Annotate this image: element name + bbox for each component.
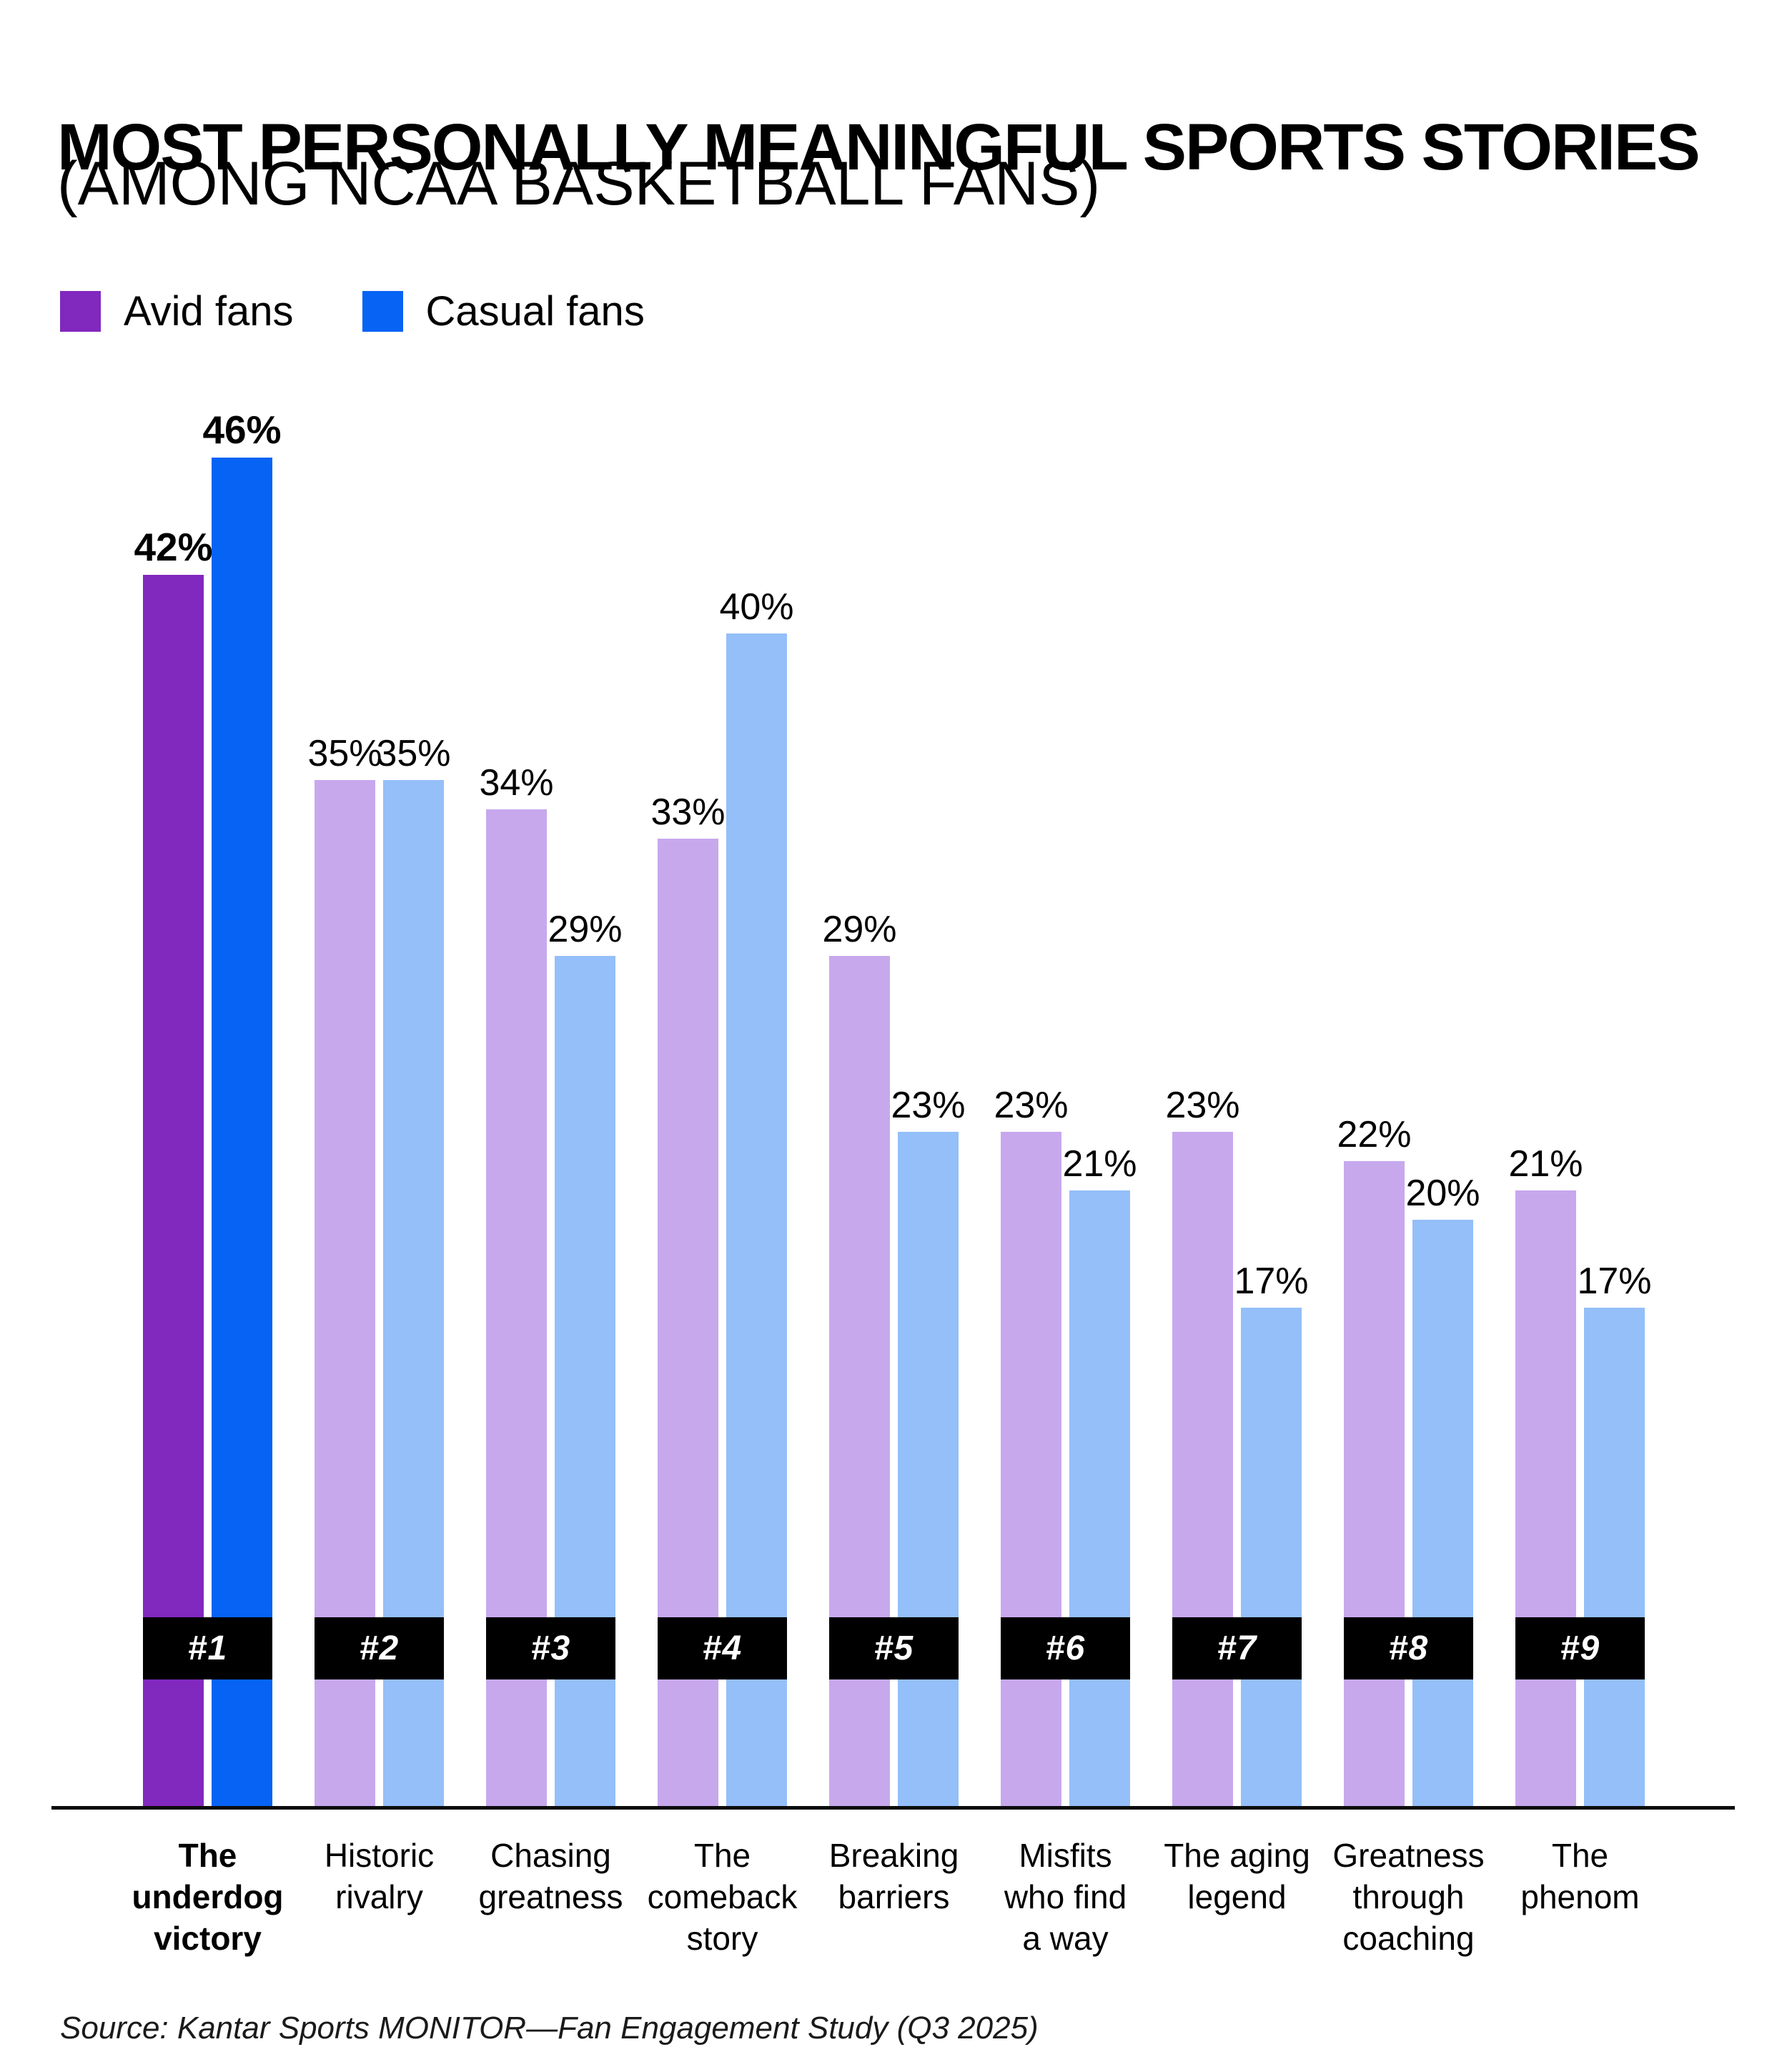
bar-pair-group: 33% 40% #4 bbox=[650, 588, 794, 1806]
casual-bar-column: 23% bbox=[891, 1087, 966, 1806]
bar-value-label: 23% bbox=[1165, 1085, 1240, 1126]
avid-fans-swatch bbox=[60, 291, 101, 332]
bar-casual-fans bbox=[1241, 1308, 1302, 1806]
casual-bar-column: 21% bbox=[1062, 1145, 1137, 1806]
bar-pair-group: 29% 23% #5 bbox=[822, 911, 966, 1806]
category-label: Historic rivalry bbox=[324, 1837, 435, 1915]
legend-label-avid-fans: Avid fans bbox=[124, 288, 294, 335]
bar-value-label: 29% bbox=[548, 909, 623, 950]
rank-badge: #9 bbox=[1515, 1617, 1645, 1679]
bar-casual-fans bbox=[212, 458, 272, 1806]
casual-bar-column: 40% bbox=[719, 588, 794, 1806]
bar-pair-group: 42% 46% #1 bbox=[134, 410, 282, 1806]
bar-avid-fans bbox=[1172, 1132, 1233, 1806]
bar-value-label: 29% bbox=[822, 909, 897, 950]
casual-bar-column: 17% bbox=[1577, 1263, 1652, 1806]
page-subtitle: (AMONG NCAA BASKETBALL FANS) bbox=[57, 149, 1101, 218]
category-axis: The underdog victory Historic rivalry Chasing… bbox=[0, 1835, 1787, 1978]
bar-value-label: 21% bbox=[1062, 1143, 1137, 1185]
bar-pair-group: 35% 35% #2 bbox=[307, 735, 451, 1806]
bar-value-label: 23% bbox=[891, 1085, 966, 1126]
rank-badge: #7 bbox=[1172, 1617, 1302, 1679]
category-label: The aging legend bbox=[1164, 1837, 1310, 1915]
bar-pair-group: 22% 20% #8 bbox=[1337, 1116, 1480, 1806]
bar-value-label: 17% bbox=[1577, 1261, 1652, 1302]
category-label: Greatness through coaching bbox=[1332, 1837, 1485, 1957]
category-label: Misfits who find a way bbox=[1004, 1837, 1127, 1957]
rank-badge: #6 bbox=[1001, 1617, 1130, 1679]
bar-value-label: 22% bbox=[1337, 1114, 1412, 1155]
category-label: The comeback story bbox=[647, 1837, 798, 1957]
bar-avid-fans bbox=[1515, 1190, 1576, 1806]
casual-bar-column: 17% bbox=[1234, 1263, 1309, 1806]
bar-value-label: 46% bbox=[202, 408, 282, 452]
avid-bar-column: 21% bbox=[1508, 1145, 1583, 1806]
category-label: Breaking barriers bbox=[828, 1837, 959, 1915]
bar-value-label: 42% bbox=[134, 525, 213, 569]
bar-value-label: 40% bbox=[719, 586, 794, 628]
x-axis-line bbox=[51, 1806, 1735, 1810]
bar-pair-group: 23% 21% #6 bbox=[994, 1087, 1137, 1806]
category-label: The phenom bbox=[1520, 1837, 1640, 1915]
casual-bar-column: 20% bbox=[1405, 1175, 1480, 1806]
page-title: MOST PERSONALLY MEANINGFUL SPORTS STORIE… bbox=[57, 110, 1701, 184]
bar-value-label: 33% bbox=[650, 791, 726, 833]
bar-value-label: 21% bbox=[1508, 1143, 1583, 1185]
rank-badge: #1 bbox=[143, 1617, 272, 1679]
bar-pair-group: 23% 17% #7 bbox=[1165, 1087, 1309, 1806]
bar-value-label: 23% bbox=[994, 1085, 1069, 1126]
bar-value-label: 20% bbox=[1405, 1173, 1480, 1214]
bar-avid-fans bbox=[143, 575, 204, 1806]
rank-badge: #3 bbox=[486, 1617, 615, 1679]
bar-casual-fans bbox=[726, 633, 787, 1806]
category-label: The underdog victory bbox=[132, 1837, 284, 1957]
bar-casual-fans bbox=[898, 1132, 959, 1806]
casual-bar-column: 46% bbox=[202, 410, 282, 1806]
source-note: Source: Kantar Sports MONITOR—Fan Engage… bbox=[60, 2011, 1039, 2046]
avid-bar-column: 23% bbox=[994, 1087, 1069, 1806]
rank-badge: #8 bbox=[1344, 1617, 1473, 1679]
avid-bar-column: 42% bbox=[134, 528, 213, 1806]
avid-bar-column: 23% bbox=[1165, 1087, 1240, 1806]
bar-value-label: 35% bbox=[307, 733, 382, 774]
category-label: Chasing greatness bbox=[478, 1837, 623, 1915]
legend: Avid fans Casual fans bbox=[60, 287, 645, 335]
rank-badge: #5 bbox=[829, 1617, 959, 1679]
avid-bar-column: 22% bbox=[1337, 1116, 1412, 1806]
bar-avid-fans bbox=[1001, 1132, 1061, 1806]
legend-item-casual-fans: Casual fans bbox=[362, 287, 645, 335]
bar-pair-group: 34% 29% #3 bbox=[479, 764, 623, 1806]
rank-badge: #4 bbox=[658, 1617, 787, 1679]
bar-casual-fans bbox=[1069, 1190, 1130, 1806]
bar-avid-fans bbox=[1344, 1161, 1405, 1806]
casual-fans-swatch bbox=[362, 291, 403, 332]
bar-chart-plot: 42% 46% #1 35% 35% #2 34% 29% #3 33% 40% #4 29% 23% #5… bbox=[0, 400, 1787, 1810]
bar-value-label: 35% bbox=[376, 733, 451, 774]
bar-value-label: 34% bbox=[479, 762, 554, 804]
legend-label-casual-fans: Casual fans bbox=[425, 288, 645, 335]
bar-casual-fans bbox=[1584, 1308, 1645, 1806]
bar-casual-fans bbox=[1412, 1220, 1473, 1806]
bar-pair-group: 21% 17% #9 bbox=[1508, 1145, 1652, 1806]
rank-badge: #2 bbox=[315, 1617, 444, 1679]
legend-item-avid-fans: Avid fans bbox=[60, 287, 294, 335]
bar-value-label: 17% bbox=[1234, 1261, 1309, 1302]
